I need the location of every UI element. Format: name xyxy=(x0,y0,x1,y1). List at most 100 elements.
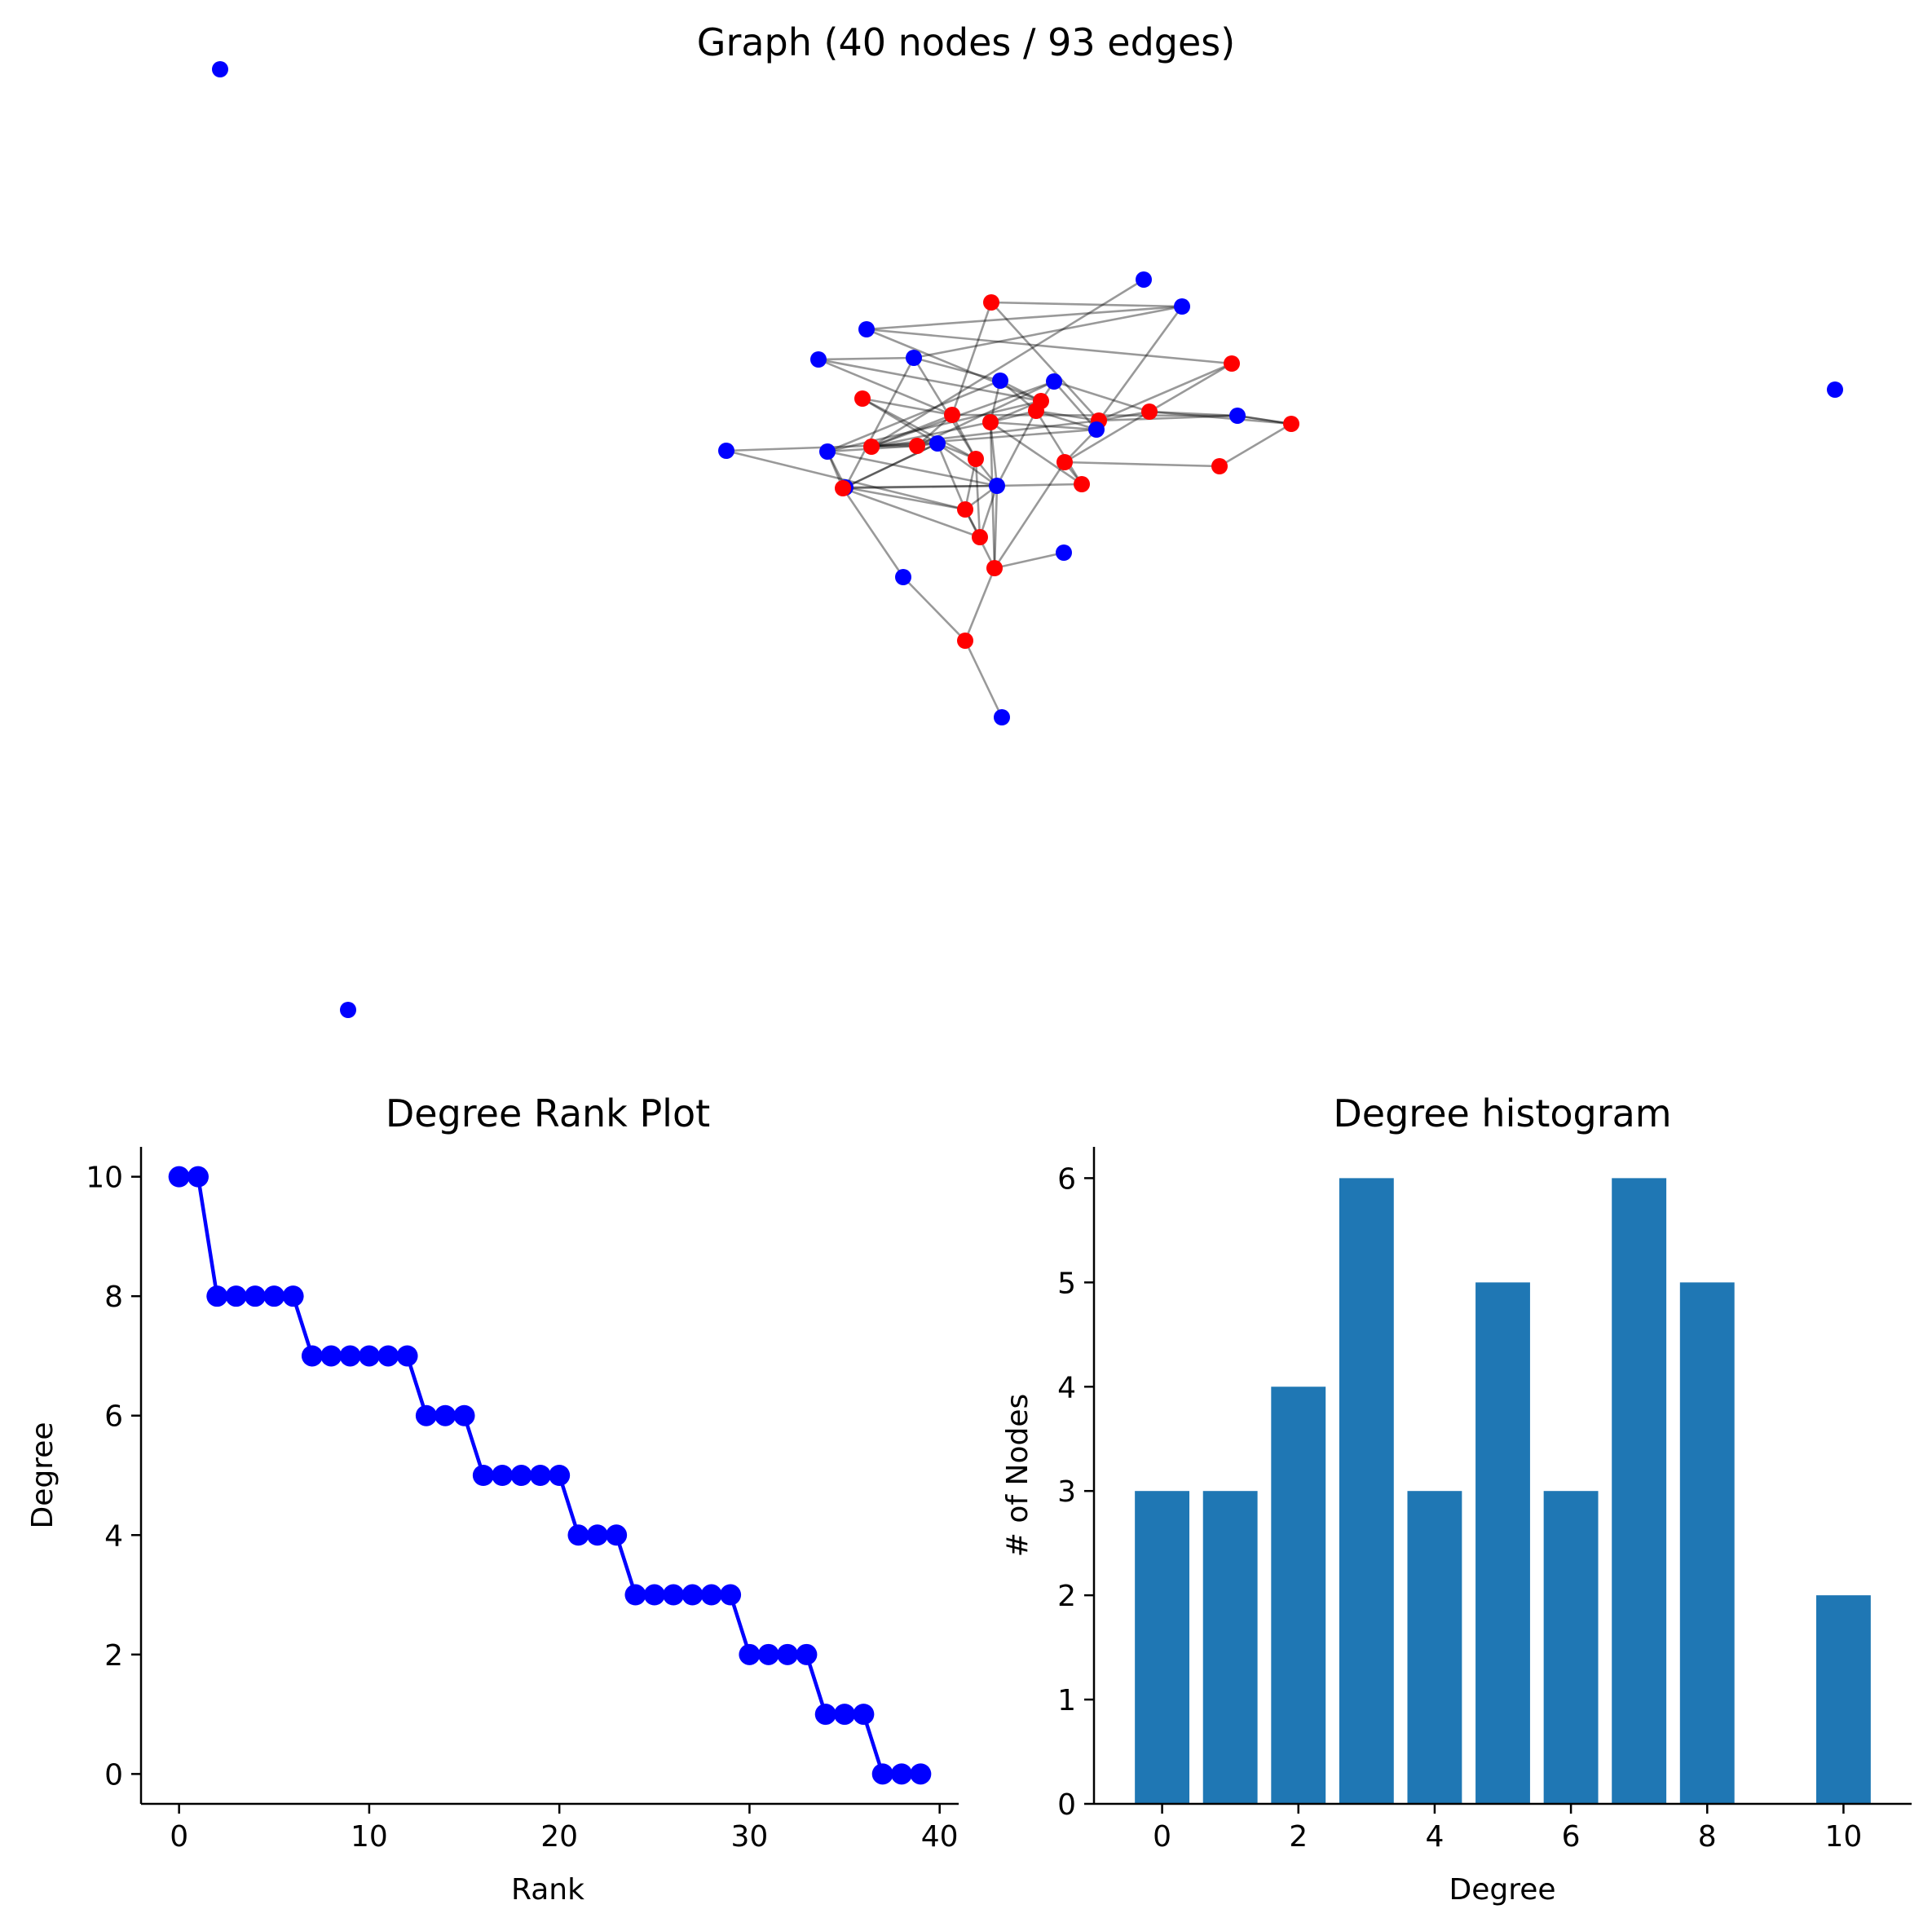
graph-edge xyxy=(993,485,999,569)
graph-edge xyxy=(818,358,1042,403)
histogram-y-tick-label: 2 xyxy=(1057,1580,1076,1613)
rank-point xyxy=(225,1285,247,1307)
rank-x-label: Rank xyxy=(511,1873,584,1907)
graph-edge xyxy=(916,380,1055,447)
histogram-bars xyxy=(1135,1178,1871,1804)
histogram-x-ticks: 0 2 4 6 8 10 xyxy=(1153,1804,1862,1854)
graph-node xyxy=(1088,421,1105,438)
rank-y-tick-label: 0 xyxy=(104,1758,123,1792)
graph-edge xyxy=(993,461,1066,569)
rank-point xyxy=(777,1643,799,1665)
graph-edge xyxy=(937,442,998,487)
graph-edge xyxy=(978,485,999,538)
rank-point xyxy=(757,1643,779,1665)
graph-edge xyxy=(1053,380,1150,413)
graph-edge xyxy=(871,421,991,448)
graph-edge xyxy=(964,458,977,510)
graph-node xyxy=(906,350,922,366)
graph-edge xyxy=(827,399,1042,453)
graph-edge xyxy=(1149,410,1292,425)
graph-node-hub xyxy=(968,451,984,467)
graph-node xyxy=(1056,544,1072,561)
rank-x-tick-label: 20 xyxy=(540,1820,578,1854)
rank-point xyxy=(187,1166,209,1188)
graph-edge xyxy=(902,576,966,641)
rank-point xyxy=(339,1345,361,1367)
histogram-y-tick-label: 5 xyxy=(1057,1267,1076,1300)
histogram-y-ticks: 0 1 2 3 4 5 6 xyxy=(1057,1162,1094,1822)
graph-edge xyxy=(871,413,953,448)
histogram-bar xyxy=(1202,1491,1258,1804)
histogram-x-tick-label: 8 xyxy=(1698,1820,1717,1854)
graph-edge xyxy=(862,397,977,461)
histogram-x-tick-label: 2 xyxy=(1289,1820,1308,1854)
graph-node xyxy=(1174,298,1190,315)
graph-node-hub xyxy=(983,294,999,311)
graph-edge xyxy=(1064,461,1220,468)
graph-edge xyxy=(913,356,1001,382)
graph-edge xyxy=(818,356,915,361)
rank-point xyxy=(681,1584,704,1606)
histogram-bar xyxy=(1612,1178,1667,1804)
graph-edge xyxy=(871,419,1100,448)
rank-point xyxy=(415,1404,437,1426)
graph-edge xyxy=(1237,414,1292,425)
graph-edge xyxy=(866,328,1233,365)
rank-point xyxy=(472,1465,494,1486)
graph-edge xyxy=(964,567,996,641)
graph-edge xyxy=(951,302,993,416)
graph-edge xyxy=(1149,410,1238,417)
graph-edge xyxy=(866,305,1183,331)
rank-point xyxy=(168,1166,190,1188)
rank-point xyxy=(377,1345,399,1367)
rank-point xyxy=(643,1584,665,1606)
graph-node xyxy=(929,435,946,452)
graph-node-hub xyxy=(854,390,871,407)
rank-point xyxy=(434,1404,457,1426)
rank-x-tick-label: 30 xyxy=(731,1820,769,1854)
graph-node xyxy=(1136,271,1152,288)
rank-point xyxy=(453,1404,475,1426)
rank-point xyxy=(606,1524,628,1546)
graph-nodes xyxy=(212,61,1843,1018)
rank-point xyxy=(814,1704,836,1726)
graph-node-hub xyxy=(1224,355,1240,372)
graph-node xyxy=(895,569,911,585)
graph-edge xyxy=(845,484,998,489)
graph-edge xyxy=(1064,410,1150,464)
rank-x-tick-label: 10 xyxy=(351,1820,388,1854)
graph-edge xyxy=(1219,422,1292,468)
histogram-x-tick-label: 0 xyxy=(1153,1820,1171,1854)
rank-point xyxy=(529,1465,551,1486)
graph-edge xyxy=(913,305,1183,359)
graph-edge xyxy=(912,357,977,460)
graph-node xyxy=(992,373,1008,389)
histogram-bar xyxy=(1475,1282,1530,1804)
graph-edge xyxy=(990,302,1100,421)
histogram-y-tick-label: 3 xyxy=(1057,1475,1076,1509)
graph-title: Graph (40 nodes / 93 edges) xyxy=(697,20,1235,64)
rank-point xyxy=(549,1465,571,1486)
rank-point xyxy=(700,1584,722,1606)
graph-node xyxy=(994,709,1010,725)
graph-edge xyxy=(1098,410,1150,422)
rank-point xyxy=(567,1524,589,1546)
graph-node-hub xyxy=(986,560,1003,576)
rank-point xyxy=(853,1704,875,1726)
graph-edge xyxy=(871,380,1055,448)
graph-edge xyxy=(841,487,905,578)
graph-edge xyxy=(990,421,1083,486)
graph-edge xyxy=(1098,362,1233,422)
rank-point xyxy=(244,1285,266,1307)
histogram-y-tick-label: 4 xyxy=(1057,1371,1076,1404)
graph-node xyxy=(858,321,875,337)
graph-edge xyxy=(842,487,981,539)
rank-point xyxy=(834,1704,856,1726)
rank-point xyxy=(263,1285,285,1307)
graph-panel: Graph (40 nodes / 93 edges) xyxy=(212,20,1843,1018)
graph-node-hub xyxy=(1211,458,1228,474)
rank-point xyxy=(282,1285,304,1307)
graph-node-hub xyxy=(863,439,880,455)
graph-edges xyxy=(726,278,1292,718)
